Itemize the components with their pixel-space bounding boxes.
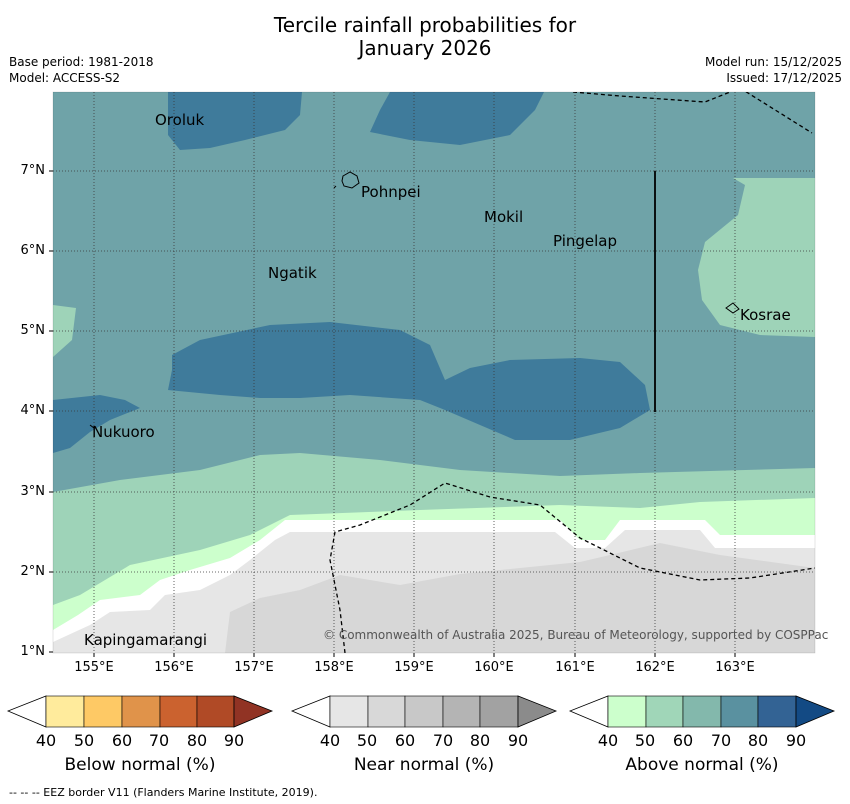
nukuoro-atoll (89, 424, 95, 429)
pohnpei-islet (333, 185, 337, 189)
cb-above-tick: 60 (672, 731, 694, 750)
cb-above-tick: 90 (785, 731, 807, 750)
colorbar-near-label: Near normal (%) (353, 755, 495, 775)
colorbar-near (290, 695, 558, 728)
place-kosrae: Kosrae (740, 306, 791, 324)
kosrae-island (725, 302, 740, 314)
lat-label: 2°N (20, 564, 46, 579)
lon-label: 160°E (474, 660, 514, 675)
base-period: Base period: 1981-2018 (9, 55, 154, 69)
cb-above-tick: 50 (634, 731, 656, 750)
place-pingelap: Pingelap (553, 232, 618, 250)
cb-below-tick: 60 (111, 731, 133, 750)
lon-label: 159°E (394, 660, 434, 675)
region-80-central (168, 322, 650, 440)
lon-label: 162°E (635, 660, 675, 675)
cb-below-tick: 70 (148, 731, 170, 750)
cb-above-tick: 80 (747, 731, 769, 750)
cb-near-tick: 40 (319, 731, 341, 750)
region-60-east (698, 92, 815, 337)
colorbar-below (6, 695, 274, 728)
tick-marks (49, 170, 736, 657)
region-80-north-east (370, 92, 544, 145)
colorbar-above (568, 695, 836, 728)
place-ngatik: Ngatik (268, 264, 317, 282)
place-oroluk: Oroluk (155, 111, 205, 129)
model-name: Model: ACCESS-S2 (9, 71, 121, 85)
lat-label: 3°N (20, 484, 46, 499)
cb-below-tick: 90 (223, 731, 245, 750)
lat-label: 6°N (20, 243, 46, 258)
cb-near-tick: 70 (432, 731, 454, 750)
lat-label: 4°N (20, 403, 46, 418)
lon-label: 161°E (555, 660, 595, 675)
lon-label: 155°E (74, 660, 114, 675)
place-nukuoro: Nukuoro (92, 423, 155, 441)
cb-near-tick: 60 (394, 731, 416, 750)
issued-date: Issued: 17/12/2025 (726, 71, 842, 85)
map-frame (52, 91, 816, 654)
cb-near-tick: 50 (356, 731, 378, 750)
region-60-west (53, 305, 76, 357)
region-80-west (53, 395, 140, 453)
title-line-2: January 2026 (358, 36, 492, 60)
title-line-1: Tercile rainfall probabilities for (273, 13, 577, 37)
lon-label: 158°E (314, 660, 354, 675)
cb-below-tick: 50 (73, 731, 95, 750)
colorbar-below-label: Below normal (%) (64, 755, 216, 775)
cb-near-tick: 80 (469, 731, 491, 750)
cb-below-tick: 80 (186, 731, 208, 750)
colorbar-above-label: Above normal (%) (625, 755, 779, 775)
lat-label: 7°N (20, 163, 46, 178)
lon-label: 163°E (715, 660, 755, 675)
pohnpei-island (341, 171, 360, 189)
region-80-north-west (168, 92, 302, 150)
cb-above-tick: 40 (597, 731, 619, 750)
lat-label: 5°N (20, 323, 46, 338)
lon-label: 156°E (154, 660, 194, 675)
cb-below-tick: 40 (35, 731, 57, 750)
eez-footnote: -- -- -- EEZ border V11 (Flanders Marine… (9, 786, 318, 799)
copyright-credit: © Commonwealth of Australia 2025, Bureau… (323, 628, 829, 642)
cb-above-tick: 70 (710, 731, 732, 750)
lon-label: 157°E (234, 660, 274, 675)
map-title: Tercile rainfall probabilities for Janua… (0, 14, 850, 60)
region-near-50 (225, 543, 815, 653)
place-pohnpei: Pohnpei (361, 183, 421, 201)
eez-border (329, 92, 815, 653)
cb-near-tick: 90 (507, 731, 529, 750)
lat-label: 1°N (20, 644, 46, 659)
place-kapingamarangi: Kapingamarangi (84, 631, 208, 649)
place-mokil: Mokil (484, 208, 524, 226)
model-run: Model run: 15/12/2025 (704, 55, 842, 69)
meta-left: Base period: 1981-2018 Model: ACCESS-S2 (9, 54, 154, 86)
meta-right: Model run: 15/12/2025 Issued: 17/12/2025 (705, 54, 842, 86)
